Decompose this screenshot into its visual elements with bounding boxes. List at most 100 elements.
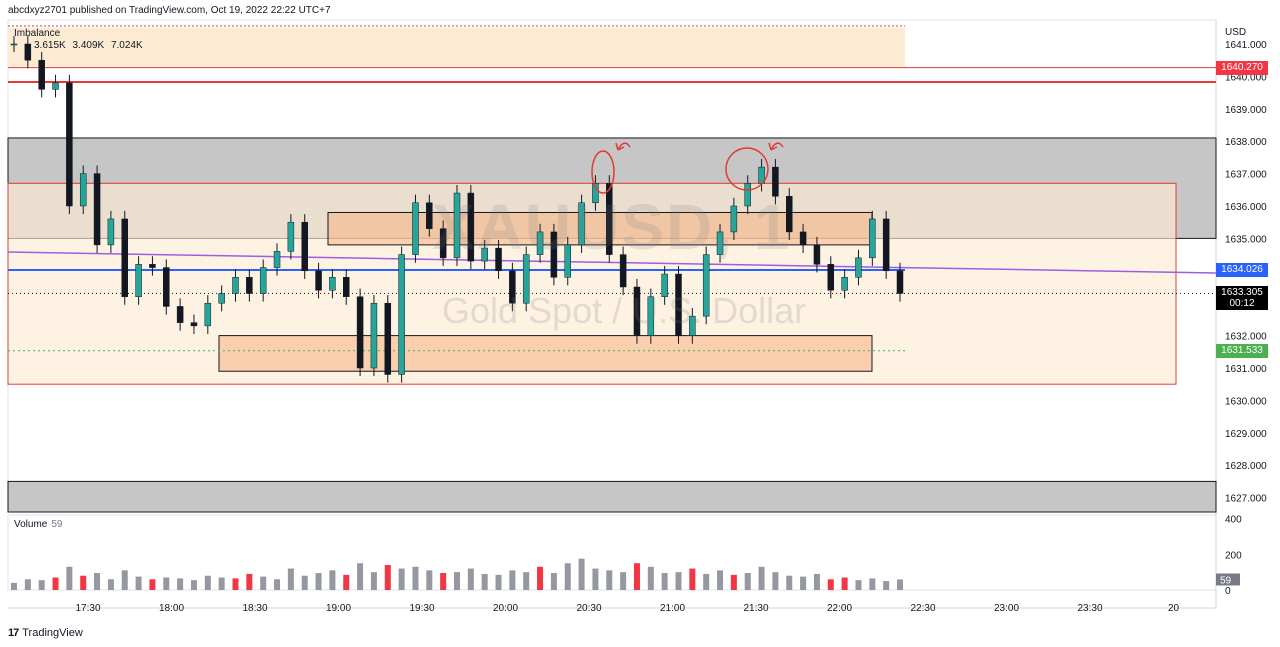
time-tick-label: 22:00 [827, 603, 852, 614]
volume-bar [523, 572, 530, 590]
candle-body [121, 218, 128, 297]
purple-trend-line [7, 251, 1217, 274]
volume-bar [260, 576, 267, 590]
candle [426, 194, 433, 237]
volume-bar [550, 573, 557, 590]
volume-bar [94, 573, 101, 590]
candle-body [149, 264, 156, 268]
candle-body [218, 293, 225, 304]
time-tick-label: 23:30 [1077, 603, 1102, 614]
volume-legend[interactable]: Volume 59 [14, 519, 62, 530]
volume-bar [827, 579, 834, 590]
candle-body [439, 228, 447, 259]
candle [38, 52, 45, 98]
candle-body [315, 270, 322, 291]
volume-bar [301, 575, 308, 590]
candle-body [522, 254, 530, 304]
volume-bar [370, 572, 377, 590]
time-tick-label: 20 [1168, 603, 1180, 614]
volume-bar [24, 579, 31, 590]
candle [855, 249, 862, 286]
volume-bar [66, 566, 73, 590]
volume-value: 59 [51, 519, 63, 530]
volume-bar [412, 566, 419, 590]
price-badge-red-level: 1640.270 [1216, 60, 1268, 75]
candle-body [135, 264, 142, 297]
candle-body [232, 277, 239, 294]
candle-body [79, 173, 87, 207]
volume-bar [897, 579, 903, 590]
candle [93, 165, 101, 253]
candle-body [702, 254, 710, 317]
candle [827, 256, 835, 299]
candle [882, 210, 890, 279]
volume-bar [135, 576, 142, 590]
time-tick-label: 18:00 [159, 603, 184, 614]
candle-body [24, 43, 32, 61]
time-tick-label: 17:30 [75, 603, 100, 614]
candle-body [38, 59, 45, 90]
candle [259, 259, 267, 302]
indicator-value-3: 7.024K [110, 40, 143, 51]
candle-body [841, 277, 848, 291]
volume-tick-label: 400 [1225, 515, 1242, 526]
candle-body [163, 267, 170, 307]
candle [495, 240, 502, 279]
volume-bar [758, 566, 765, 590]
candle [509, 262, 516, 312]
candle-body [107, 218, 115, 246]
indicator-legend[interactable]: Imbalance 3.615K 3.409K 7.024K [14, 28, 143, 51]
candle [744, 175, 751, 215]
candle-body [204, 302, 212, 327]
volume-bar [606, 570, 613, 590]
candle [301, 214, 308, 279]
candle [398, 246, 405, 383]
candle-body [356, 296, 364, 369]
countdown-badge: 00:12 [1216, 297, 1268, 310]
candle [52, 74, 59, 98]
volume-bar [592, 568, 599, 590]
volume-bar [813, 573, 820, 590]
candle [647, 288, 655, 344]
price-tick-label: 1629.000 [1225, 429, 1267, 440]
candle [79, 165, 87, 215]
volume-bar [357, 563, 364, 590]
price-tick-label: 1641.000 [1225, 40, 1267, 51]
volume-bar [703, 573, 710, 590]
candle-body [633, 286, 641, 336]
candle-body [813, 244, 821, 265]
price-tick-label: 1640.000 [1225, 72, 1267, 83]
time-tick-label: 21:00 [660, 603, 685, 614]
candle-body [799, 231, 807, 246]
candle-body [329, 277, 336, 291]
zone-3 [218, 335, 873, 372]
volume-bar [675, 572, 682, 590]
price-tick-label: 1637.000 [1225, 170, 1267, 181]
candle-body [426, 202, 433, 229]
candle-body [453, 192, 461, 259]
candle [273, 243, 281, 276]
candle-body [606, 183, 613, 255]
candle [66, 74, 73, 215]
volume-bar [633, 563, 640, 590]
volume-bar [38, 580, 45, 590]
brand-name: TradingView [22, 627, 83, 639]
candle [149, 256, 156, 276]
price-tick-label: 1631.000 [1225, 364, 1267, 375]
candle [163, 259, 170, 315]
candle-body [772, 166, 779, 197]
candle-body [869, 218, 876, 259]
volume-bar [855, 580, 862, 590]
candle [412, 194, 419, 263]
volume-bar [121, 570, 128, 590]
candle [841, 269, 848, 299]
volume-bar [107, 579, 114, 590]
candle-body [827, 264, 835, 291]
indicator-value-1: 3.615K [34, 40, 66, 51]
volume-bar [647, 566, 654, 590]
candle [619, 246, 627, 296]
candle [661, 265, 668, 305]
candle-body [301, 221, 308, 272]
footer-brand[interactable]: 17 TradingView [8, 627, 83, 639]
